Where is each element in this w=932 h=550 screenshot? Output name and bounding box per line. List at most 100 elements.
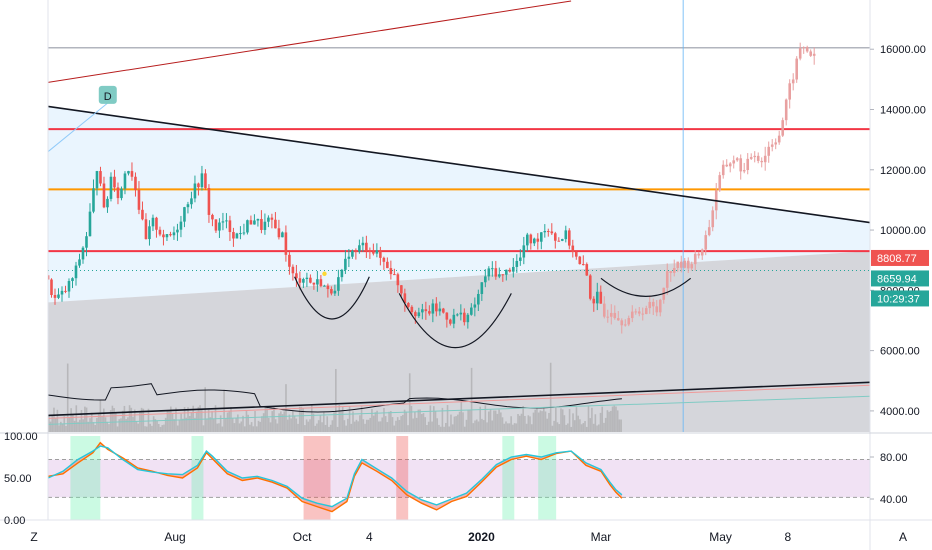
volume-bar bbox=[252, 426, 255, 432]
time-axis[interactable]: Aug Oct 4 2020 Mar May 8 bbox=[164, 530, 791, 544]
auto-scale-right-button[interactable]: A bbox=[893, 526, 913, 546]
volume-bar bbox=[500, 412, 502, 432]
price-tick-label: 12000.00 bbox=[880, 165, 926, 177]
volume-bar bbox=[544, 411, 547, 432]
volume-bar bbox=[350, 423, 353, 432]
candle-body bbox=[581, 264, 585, 266]
oscillator-band bbox=[48, 459, 870, 498]
lower-channel-line bbox=[48, 381, 870, 417]
volume-bar bbox=[391, 417, 394, 432]
volume-bar bbox=[295, 418, 298, 432]
volume-bar bbox=[276, 423, 279, 432]
highlight-zone bbox=[396, 436, 409, 520]
candle-body bbox=[739, 158, 743, 172]
candle-body bbox=[508, 269, 512, 272]
volume-bar bbox=[206, 418, 208, 432]
volume-bar bbox=[481, 418, 483, 432]
candle-body bbox=[169, 234, 172, 236]
candle-body bbox=[309, 277, 312, 283]
volume-bar bbox=[102, 408, 105, 432]
volume-bar bbox=[78, 419, 81, 432]
candle-body bbox=[228, 220, 232, 233]
candle-body bbox=[620, 320, 624, 326]
volume-bar bbox=[123, 405, 126, 432]
candle-body bbox=[50, 279, 53, 296]
candle-body bbox=[592, 298, 596, 304]
volume-bar bbox=[432, 406, 435, 432]
auto-scale-left-button[interactable]: Z bbox=[24, 526, 44, 546]
candle-body bbox=[564, 230, 568, 240]
volume-bar bbox=[173, 419, 176, 432]
candle-body bbox=[281, 232, 284, 238]
volume-bar bbox=[170, 406, 172, 432]
candle-body bbox=[602, 303, 606, 317]
volume-bar bbox=[374, 412, 377, 432]
volume-bar bbox=[603, 422, 605, 432]
volume-bar bbox=[190, 412, 193, 432]
volume-bar bbox=[539, 410, 542, 432]
main-price-panel[interactable] bbox=[48, 106, 870, 432]
volume-bar bbox=[377, 421, 380, 432]
time-tick-label: Mar bbox=[591, 530, 612, 544]
oscillator-panel[interactable] bbox=[48, 436, 870, 520]
volume-bar bbox=[596, 425, 598, 432]
volume-bar bbox=[316, 423, 318, 432]
volume-bar bbox=[546, 418, 549, 432]
candle-body bbox=[770, 144, 774, 147]
candle-body bbox=[648, 301, 652, 309]
candle-body bbox=[616, 318, 620, 321]
candle-body bbox=[256, 218, 260, 221]
volume-bar bbox=[283, 411, 286, 432]
volume-bar bbox=[575, 407, 578, 432]
volume-bar bbox=[65, 425, 67, 432]
osc-right-tick-label: 80.00 bbox=[880, 452, 908, 464]
candle-body bbox=[669, 271, 673, 273]
candle-body bbox=[536, 238, 540, 242]
candle-body bbox=[305, 277, 309, 280]
price-annotations: D bbox=[98, 85, 117, 104]
volume-bar bbox=[127, 417, 129, 432]
candle-body bbox=[477, 293, 480, 305]
volume-bar bbox=[168, 410, 170, 432]
volume-bar bbox=[580, 424, 583, 432]
volume-bar bbox=[80, 409, 83, 432]
candle-body bbox=[599, 291, 603, 304]
volume-bar bbox=[109, 410, 112, 432]
candle-body bbox=[158, 229, 162, 235]
osc-right-tick-label: 40.00 bbox=[880, 494, 908, 506]
candle-body bbox=[634, 311, 638, 313]
volume-bar bbox=[424, 417, 427, 432]
candle-body bbox=[302, 279, 305, 283]
volume-bar bbox=[386, 422, 389, 432]
volume-bar bbox=[237, 414, 239, 432]
volume-bar bbox=[106, 421, 109, 432]
volume-bar bbox=[274, 419, 277, 432]
price-axis[interactable]: 4000.006000.008000.0010000.0012000.00140… bbox=[870, 44, 929, 418]
highlight-zone bbox=[538, 436, 557, 520]
volume-bar bbox=[264, 406, 267, 432]
candle-body bbox=[162, 234, 165, 238]
volume-bar bbox=[128, 405, 131, 432]
volume-bar bbox=[209, 417, 212, 432]
volume-bar bbox=[434, 411, 437, 432]
volume-bar bbox=[517, 414, 519, 432]
volume-bar bbox=[529, 416, 531, 432]
candle-body bbox=[788, 83, 792, 100]
volume-bar bbox=[458, 411, 461, 432]
candle-body bbox=[802, 47, 805, 49]
volume-bar bbox=[585, 426, 588, 432]
time-tick-label: Oct bbox=[293, 530, 312, 544]
candle-body bbox=[165, 234, 169, 238]
candle-body bbox=[207, 187, 211, 215]
candle-body bbox=[417, 312, 421, 317]
candle-body bbox=[190, 198, 193, 205]
descending-trendline bbox=[48, 105, 870, 224]
volume-bar bbox=[445, 422, 447, 432]
candle-body bbox=[767, 146, 771, 156]
candle-body bbox=[365, 242, 368, 251]
candle-body bbox=[732, 160, 736, 164]
volume-bar bbox=[412, 418, 414, 432]
volume-bar bbox=[556, 422, 559, 432]
candle-body bbox=[494, 268, 498, 277]
volume-bar bbox=[249, 424, 251, 432]
